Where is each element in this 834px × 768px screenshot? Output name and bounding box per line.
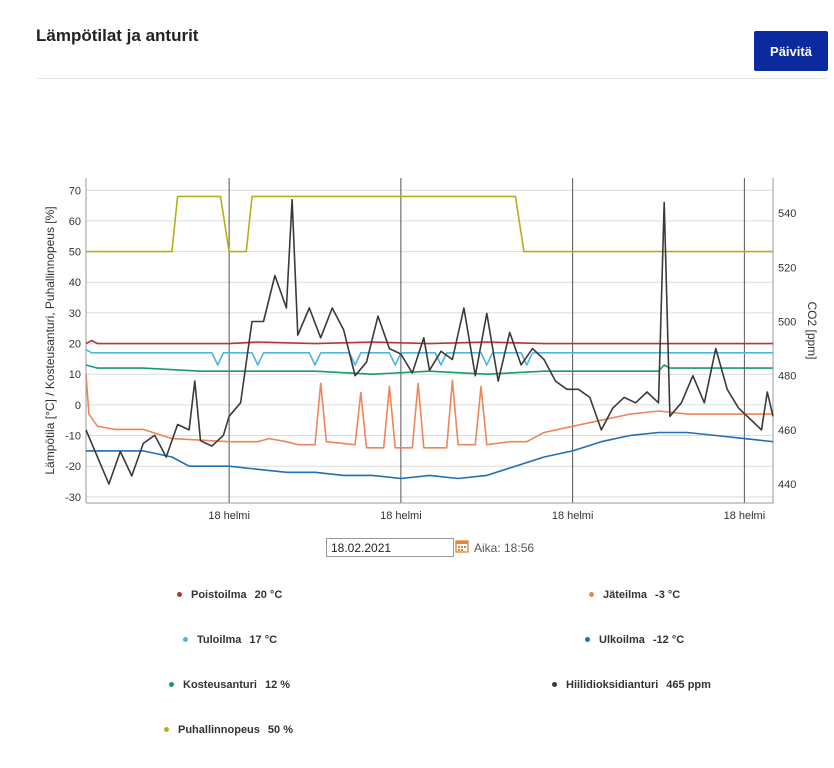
- legend-dot: [177, 591, 182, 597]
- chart-lines: [85, 195, 774, 485]
- left-tick-label: 50: [69, 247, 81, 259]
- series-line-tuloilma: [85, 348, 773, 366]
- legend-item[interactable]: Jäteilma -3 °C: [589, 589, 680, 601]
- legend-label: Puhallinnopeus: [178, 724, 260, 736]
- x-tick-label: 18 helmi: [552, 510, 594, 522]
- legend-item[interactable]: Kosteusanturi 12 %: [169, 679, 290, 691]
- left-tick-label: -10: [65, 431, 81, 443]
- legend-label: Jäteilma: [603, 589, 648, 601]
- header-divider: [36, 78, 828, 79]
- right-tick-label: 460: [778, 425, 796, 437]
- chart-grid: [85, 178, 774, 504]
- right-tick-label: 440: [778, 479, 796, 491]
- series-line-jäteilma: [85, 374, 773, 449]
- legend-label: Tuloilma: [197, 634, 242, 646]
- legend-dot: [169, 681, 174, 687]
- series-line-hiilidioksidianturi: [85, 198, 774, 485]
- legend-dot: [585, 636, 590, 642]
- series-line-ulkoilma: [86, 431, 774, 480]
- legend-label: Poistoilma: [191, 589, 247, 601]
- legend-value: 50 %: [267, 724, 293, 736]
- right-tick-label: 480: [778, 371, 796, 383]
- left-axis-title: Lämpötila [°C] / Kosteusanturi, Puhallin…: [43, 206, 57, 474]
- right-tick-label: 520: [778, 262, 796, 274]
- sensor-chart: -30 -20 -10 0 10 20 30 40 50 60 70 440 460 480 500 520…: [43, 178, 819, 522]
- legend-dot: [552, 681, 557, 687]
- left-tick-label: 60: [69, 216, 81, 228]
- left-tick-label: 10: [69, 369, 81, 381]
- legend-value: -3 °C: [655, 589, 681, 601]
- legend-value: 465 ppm: [666, 679, 711, 691]
- refresh-button[interactable]: Päivitä: [754, 31, 828, 71]
- legend-label: Ulkoilma: [599, 634, 645, 646]
- time-label: Aika: 18:56: [474, 541, 535, 555]
- legend-value: 20 °C: [254, 589, 283, 601]
- left-tick-label: 70: [69, 185, 81, 197]
- legend-label: Kosteusanturi: [183, 679, 257, 691]
- date-input[interactable]: [326, 538, 454, 557]
- legend-item[interactable]: Ulkoilma -12 °C: [585, 634, 684, 646]
- right-axis: 440 460 480 500 520 540: [778, 208, 796, 491]
- legend-value: -12 °C: [652, 634, 685, 646]
- legend-dot: [589, 591, 594, 597]
- legend-value: 12 %: [264, 679, 291, 691]
- legend-label: Hiilidioksidianturi: [566, 679, 659, 691]
- left-tick-label: 40: [69, 277, 81, 289]
- x-axis: 18 helmi 18 helmi 18 helmi 18 helmi: [208, 510, 765, 522]
- x-tick-label: 18 helmi: [208, 510, 250, 522]
- legend-item[interactable]: Puhallinnopeus 50 %: [164, 724, 293, 736]
- legend-item[interactable]: Tuloilma 17 °C: [183, 634, 277, 646]
- left-tick-label: 20: [69, 339, 81, 351]
- left-axis: -30 -20 -10 0 10 20 30 40 50 60 70: [65, 185, 81, 504]
- x-tick-label: 18 helmi: [380, 510, 422, 522]
- legend-item[interactable]: Hiilidioksidianturi 465 ppm: [552, 679, 711, 691]
- right-axis-title: CO2 [ppm]: [805, 301, 819, 359]
- legend-dot: [164, 726, 169, 732]
- legend-value: 17 °C: [249, 634, 278, 646]
- page-title: Lämpötilat ja anturit: [36, 26, 199, 45]
- x-tick-label: 18 helmi: [724, 510, 766, 522]
- right-tick-label: 540: [778, 208, 796, 220]
- left-tick-label: 30: [69, 308, 81, 320]
- left-tick-label: 0: [75, 400, 81, 412]
- calendar-icon[interactable]: [455, 539, 469, 553]
- right-tick-label: 500: [778, 317, 796, 329]
- series-line-kosteusanturi: [85, 364, 773, 375]
- series-line-poistoilma: [85, 339, 773, 345]
- left-tick-label: -30: [65, 492, 81, 504]
- legend-item[interactable]: Poistoilma 20 °C: [177, 589, 282, 601]
- left-tick-label: -20: [65, 461, 81, 473]
- series-line-puhallinnopeus: [86, 195, 773, 253]
- legend-dot: [183, 636, 188, 642]
